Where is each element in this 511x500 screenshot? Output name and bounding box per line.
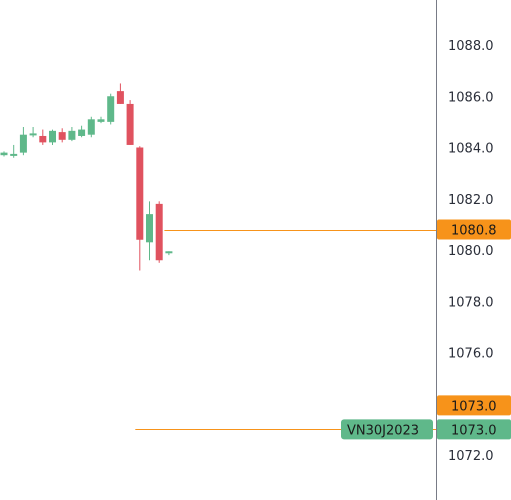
y-tick-label: 1084.0 (448, 142, 494, 157)
candle (97, 116, 105, 124)
candle-body (58, 132, 66, 140)
candle-body (155, 203, 163, 261)
candle (126, 100, 134, 145)
symbol-tag-bg (341, 419, 433, 440)
candle-body (29, 133, 37, 136)
candle (68, 127, 76, 142)
price-lines-layer (135, 230, 436, 430)
y-tick-label: 1078.0 (448, 295, 494, 310)
candle (146, 201, 153, 261)
candle (29, 127, 37, 138)
candle (116, 83, 124, 104)
candle-body (136, 147, 144, 240)
candle (78, 125, 86, 138)
candle-body (87, 119, 95, 135)
price-axis[interactable]: 1072.0 1076.0 1078.0 1080.0 1082.0 1084.0 1086… (436, 0, 494, 500)
price-badges: 1080.8 1073.0 VN30J2023 1073.0 (341, 219, 511, 440)
last-price-badge-bg (437, 419, 511, 440)
price-line-badge: 1073.0 (437, 395, 511, 416)
price-line-badge: 1080.8 (437, 219, 511, 240)
candle (49, 129, 56, 145)
candle-body (10, 153, 18, 156)
candle-body (107, 96, 115, 122)
y-tick-label: 1080.0 (448, 244, 494, 259)
candle-body (68, 130, 76, 140)
y-tick-label: 1082.0 (448, 193, 494, 208)
candle (19, 127, 27, 156)
candle (107, 93, 115, 125)
symbol-tag-label: VN30J2023 (347, 423, 419, 438)
last-price-badge: VN30J2023 1073.0 (341, 419, 511, 440)
candle (136, 146, 144, 271)
y-tick-label: 1086.0 (448, 90, 494, 105)
price-line-badge-bg (437, 219, 511, 240)
candle-body (126, 103, 134, 145)
candle-body (97, 119, 105, 122)
y-tick-label: 1072.0 (448, 449, 494, 464)
candle-body (49, 130, 56, 143)
y-tick-label: 1076.0 (448, 347, 494, 362)
candle-body (146, 214, 153, 243)
candle (155, 201, 163, 263)
candle (87, 116, 95, 138)
candles-layer (0, 83, 173, 271)
candle (58, 128, 66, 143)
candle-body (116, 91, 124, 104)
candle (0, 151, 8, 157)
candle-body (39, 135, 47, 143)
price-line-badge-label: 1073.0 (451, 399, 497, 414)
candle-body (78, 129, 86, 136)
price-line-badge-bg (437, 395, 511, 416)
candle-body (0, 152, 8, 156)
candle (39, 129, 47, 145)
candle-body (19, 134, 27, 153)
y-tick-label: 1088.0 (448, 39, 494, 54)
last-price-badge-label: 1073.0 (451, 423, 497, 438)
candle-body (165, 251, 173, 254)
price-line-badge-label: 1080.8 (451, 224, 497, 239)
candle (165, 251, 173, 256)
candle (10, 144, 18, 158)
